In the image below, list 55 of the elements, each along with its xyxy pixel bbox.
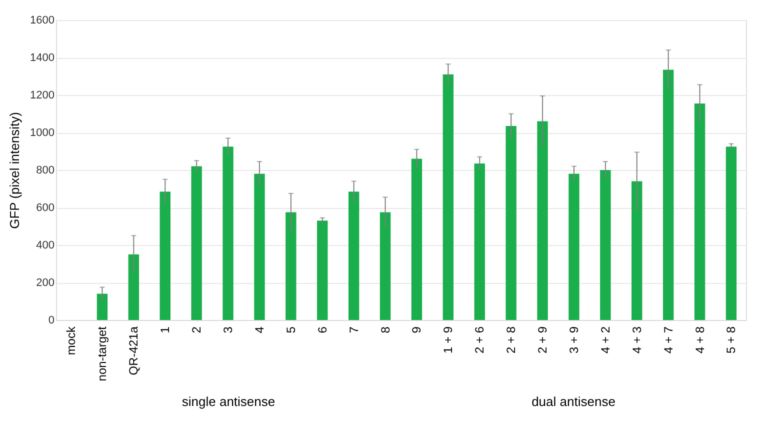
y-tick-label: 400 bbox=[36, 240, 54, 252]
x-tick-label: 3 bbox=[221, 326, 236, 334]
x-tick-label: 2 bbox=[190, 326, 204, 334]
y-tick-label: 1000 bbox=[30, 127, 54, 139]
bar bbox=[726, 146, 737, 320]
y-tick-label: 0 bbox=[48, 314, 54, 326]
bar bbox=[662, 70, 674, 320]
x-tick-label: 2 + 9 bbox=[536, 326, 550, 354]
y-tick-label: 1600 bbox=[30, 14, 54, 26]
text: single antisense bbox=[182, 394, 276, 409]
bar bbox=[694, 103, 706, 320]
y-tick-label: 1400 bbox=[30, 52, 54, 64]
bar bbox=[128, 254, 140, 320]
x-tick-label: non-target bbox=[95, 326, 110, 382]
bar bbox=[411, 158, 422, 320]
bar bbox=[191, 166, 202, 320]
x-tick-label: 7 bbox=[346, 326, 361, 334]
x-tick-label: 4 + 8 bbox=[692, 326, 707, 354]
bar bbox=[348, 192, 360, 320]
bar bbox=[632, 181, 642, 320]
bar bbox=[506, 126, 516, 320]
bar bbox=[380, 212, 391, 320]
bar bbox=[286, 212, 296, 320]
x-tick-label: 4 + 3 bbox=[630, 326, 644, 354]
bar bbox=[537, 121, 548, 320]
bar bbox=[474, 163, 485, 320]
x-tick-label: 6 bbox=[315, 326, 330, 334]
y-tick-label: 600 bbox=[36, 202, 54, 214]
bar bbox=[254, 174, 265, 320]
x-tick-label: 4 + 2 bbox=[598, 326, 612, 354]
y-axis-title: GFP (pixel intensity) bbox=[7, 112, 22, 229]
bar bbox=[317, 220, 328, 320]
y-tick-label: 200 bbox=[36, 277, 54, 289]
x-tick-label: mock bbox=[64, 326, 78, 356]
y-tick-label: 800 bbox=[36, 164, 54, 176]
x-tick-label: 9 bbox=[410, 326, 424, 334]
text: dual antisense bbox=[532, 394, 616, 409]
bar bbox=[600, 170, 611, 320]
x-tick-label: 4 + 7 bbox=[661, 326, 676, 354]
bar bbox=[160, 192, 170, 320]
x-tick-label: 8 bbox=[378, 326, 392, 334]
x-tick-label: QR-421a bbox=[126, 326, 141, 376]
y-tick-label: 1200 bbox=[30, 90, 54, 102]
bar bbox=[96, 294, 108, 320]
bar bbox=[568, 174, 580, 320]
x-tick-label: 5 + 8 bbox=[724, 326, 738, 354]
x-tick-label: 2 + 6 bbox=[472, 326, 487, 354]
x-tick-label: 5 bbox=[284, 326, 298, 334]
x-tick-label: 3 + 9 bbox=[566, 326, 581, 354]
x-tick-label: 1 bbox=[158, 326, 172, 334]
x-tick-label: 2 + 8 bbox=[504, 326, 518, 354]
x-tick-label: 4 bbox=[252, 326, 266, 334]
x-tick-label: 1 + 9 bbox=[441, 326, 456, 354]
bar bbox=[222, 146, 234, 320]
bar bbox=[442, 74, 454, 320]
